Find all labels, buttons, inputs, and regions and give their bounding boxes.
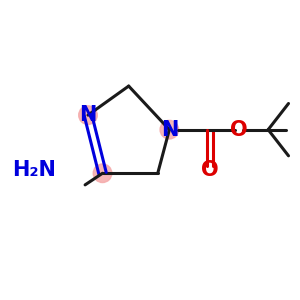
Circle shape	[160, 120, 179, 139]
Circle shape	[79, 106, 97, 124]
Text: O: O	[230, 120, 248, 140]
Circle shape	[93, 164, 112, 182]
Text: N: N	[161, 120, 178, 140]
Text: N: N	[79, 105, 97, 125]
Text: O: O	[201, 160, 219, 180]
Text: H₂N: H₂N	[12, 160, 56, 180]
